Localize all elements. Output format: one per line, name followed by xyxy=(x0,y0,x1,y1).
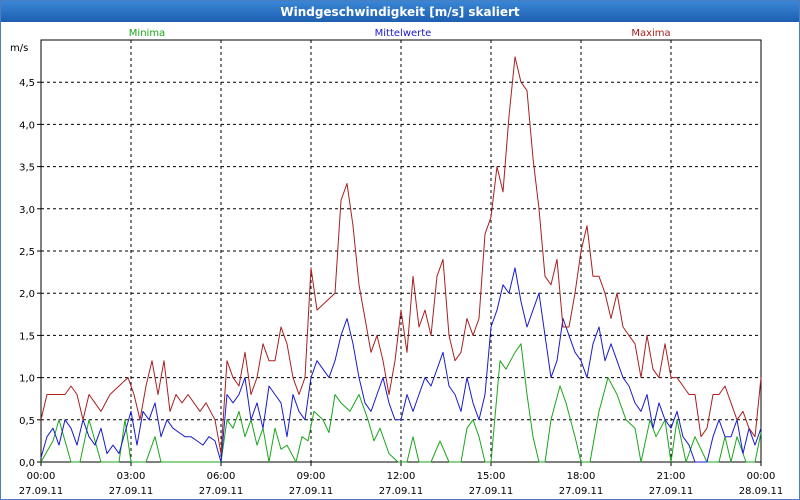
x-tick-date: 27.09.11 xyxy=(649,486,694,497)
grid xyxy=(41,40,761,462)
x-tick-time: 18:00 xyxy=(567,471,596,482)
x-tick-date: 28.09.11 xyxy=(739,486,784,497)
series-line-minima xyxy=(40,343,762,463)
x-tick-time: 00:00 xyxy=(27,471,56,482)
y-tick-label: 3,5 xyxy=(19,163,35,174)
axis-ticks: 0,0 0,5 1,0 1,5 2,0 2,5 3,0 3,5 4,0 4,5 00:00 27.09… xyxy=(19,78,784,497)
x-tick-time: 21:00 xyxy=(657,471,686,482)
series-line-mittelwerte xyxy=(40,267,762,463)
x-tick-time: 06:00 xyxy=(207,471,236,482)
y-tick-label: 0,5 xyxy=(19,416,35,427)
x-tick-date: 27.09.11 xyxy=(559,486,604,497)
legend-entry-mittelwerte: Mittelwerte xyxy=(375,28,432,39)
wind-speed-chart: 0,0 0,5 1,0 1,5 2,0 2,5 3,0 3,5 4,0 4,5 00:00 27.09… xyxy=(10,28,784,497)
x-tick-date: 27.09.11 xyxy=(199,486,244,497)
y-tick-label: 0,0 xyxy=(19,458,35,469)
x-tick-time: 03:00 xyxy=(117,471,146,482)
window-title: Windgeschwindigkeit [m/s] skaliert xyxy=(1,1,799,22)
x-tick-date: 27.09.11 xyxy=(289,486,334,497)
y-tick-label: 4,5 xyxy=(19,78,35,89)
y-tick-label: 4,0 xyxy=(19,120,35,131)
y-tick-label: 2,0 xyxy=(19,289,35,300)
legend-entry-maxima: Maxima xyxy=(631,28,670,39)
series-lines xyxy=(40,56,762,463)
y-tick-label: 2,5 xyxy=(19,247,35,258)
y-tick-label: 3,0 xyxy=(19,205,35,216)
legend: Minima Mittelwerte Maxima xyxy=(129,28,671,39)
x-tick-date: 27.09.11 xyxy=(19,486,64,497)
x-tick-time: 00:00 xyxy=(747,471,776,482)
y-tick-label: 1,5 xyxy=(19,331,35,342)
series-line-maxima xyxy=(40,56,762,455)
legend-entry-minima: Minima xyxy=(129,28,165,39)
x-tick-date: 27.09.11 xyxy=(379,486,424,497)
y-axis-label: m/s xyxy=(10,43,28,54)
x-tick-time: 15:00 xyxy=(477,471,506,482)
x-tick-date: 27.09.11 xyxy=(109,486,154,497)
x-tick-time: 12:00 xyxy=(387,471,416,482)
y-tick-label: 1,0 xyxy=(19,374,35,385)
x-tick-date: 27.09.11 xyxy=(469,486,514,497)
x-tick-time: 09:00 xyxy=(297,471,326,482)
